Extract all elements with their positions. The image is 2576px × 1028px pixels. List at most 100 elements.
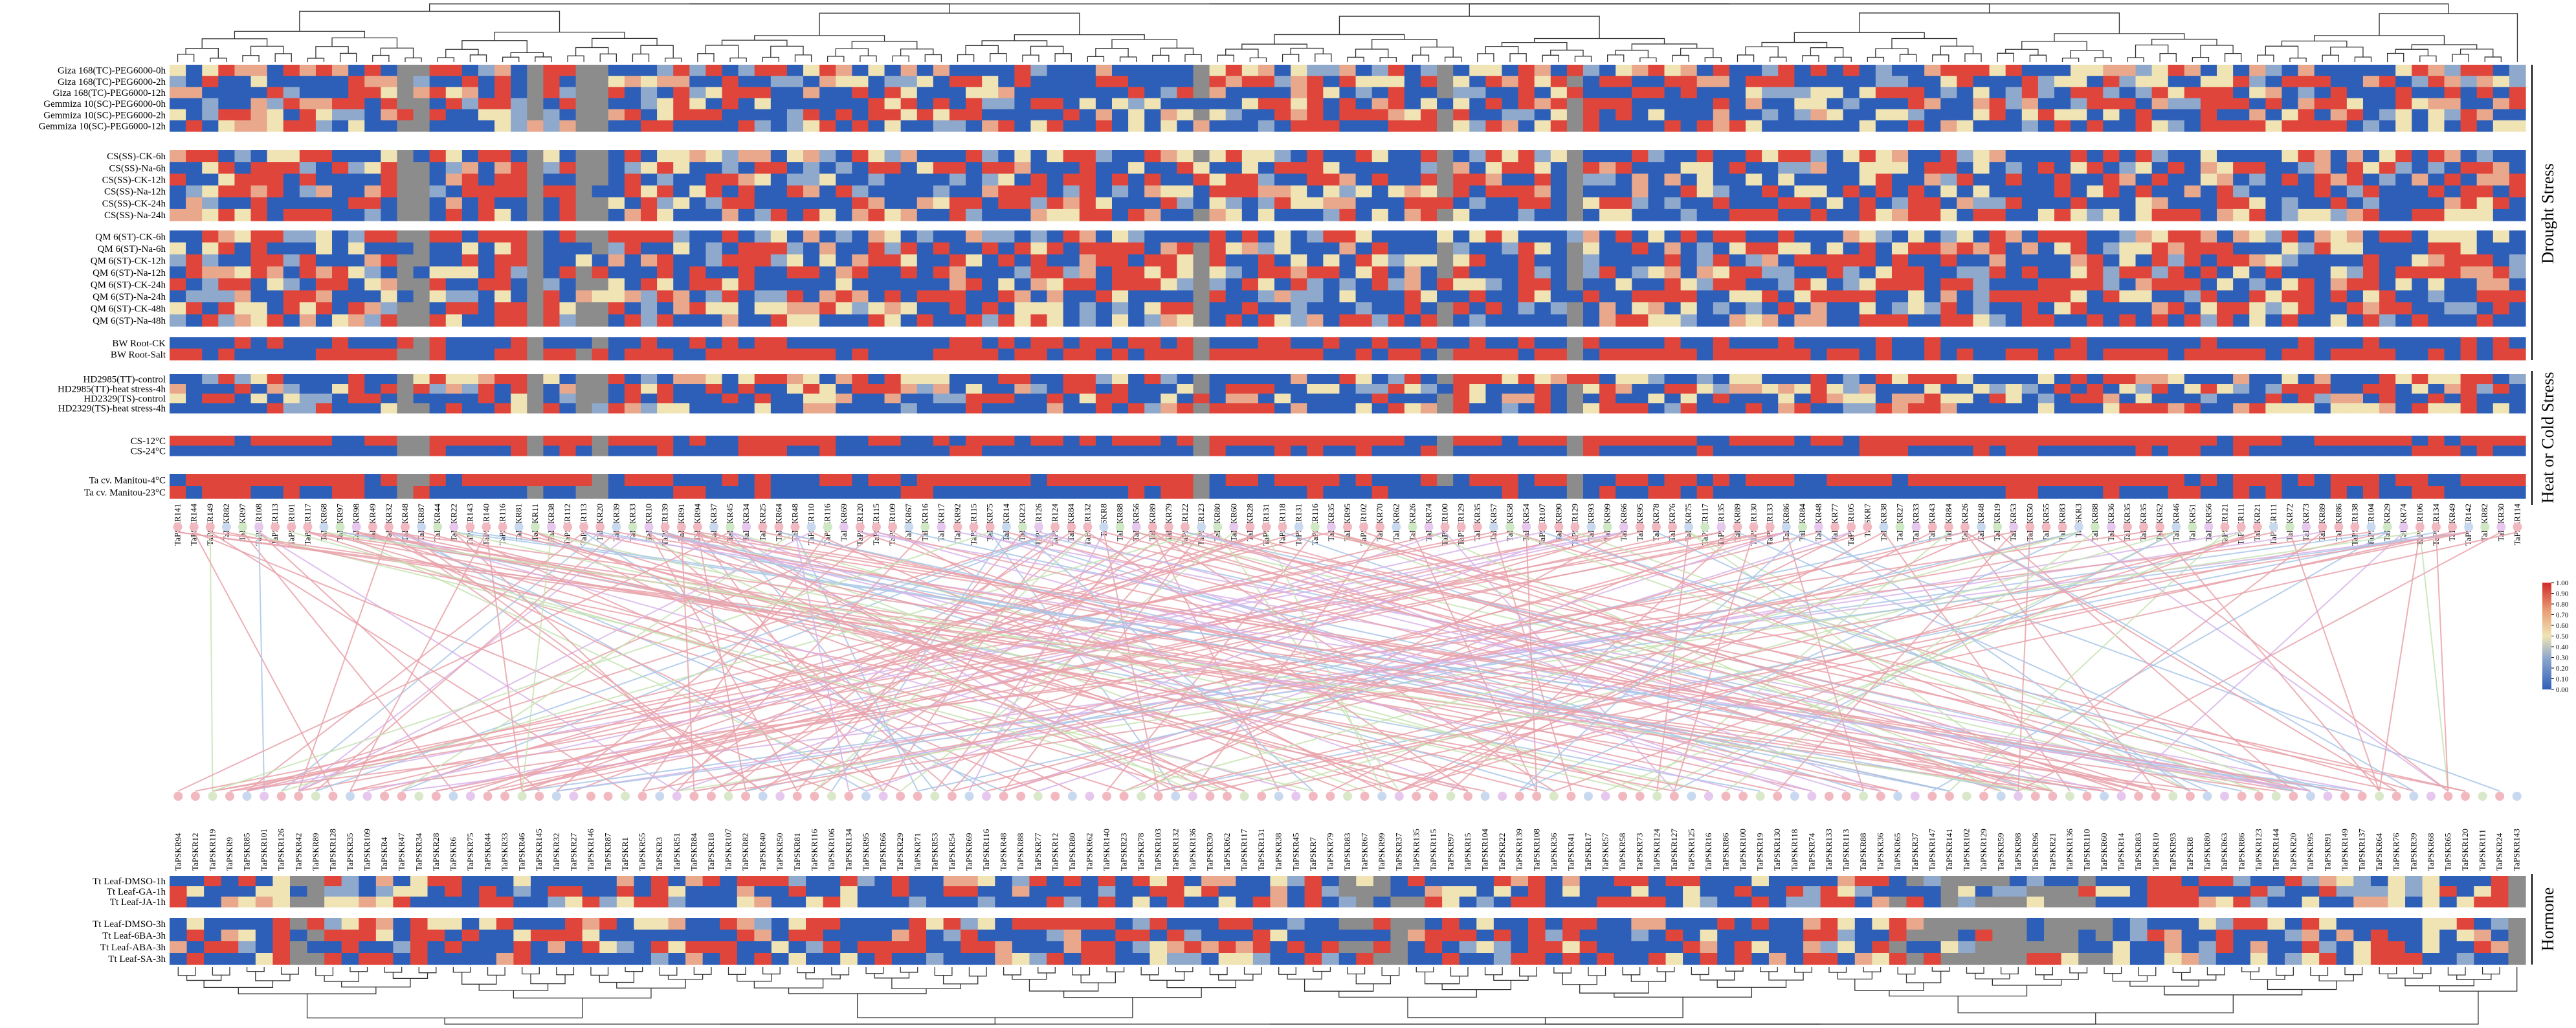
heatmap-cell: [2249, 290, 2266, 303]
heatmap-cell: [1762, 374, 1779, 385]
heatmap-cell: [202, 348, 219, 361]
heatmap-cell: [705, 185, 723, 198]
heatmap-cell: [1583, 208, 1600, 221]
heatmap-cell: [1485, 436, 1503, 447]
heatmap-cell: [2509, 278, 2526, 291]
heatmap-cell: [2249, 278, 2266, 291]
heatmap-cell: [1810, 87, 1828, 99]
heatmap-cell: [1746, 87, 1762, 99]
heatmap-cell: [186, 185, 203, 198]
heatmap-cell: [705, 65, 723, 76]
heatmap-cell: [1518, 278, 1535, 291]
heatmap-cell: [315, 230, 333, 243]
heatmap-cell: [218, 348, 236, 361]
heatmap-cell: [1891, 65, 1909, 76]
heatmap-cell: [2054, 486, 2071, 499]
heatmap-cell: [1307, 254, 1324, 267]
heatmap-cell: [2298, 348, 2315, 361]
heatmap-cell: [770, 254, 788, 267]
heatmap-cell: [641, 337, 658, 350]
heatmap-cell: [803, 290, 820, 303]
heatmap-cell: [900, 474, 918, 487]
heatmap-cell: [494, 314, 511, 327]
heatmap-cell: [1924, 394, 1941, 404]
heatmap-cell: [1875, 242, 1893, 255]
heatmap-cell: [2412, 486, 2428, 499]
heatmap-cell: [705, 242, 723, 255]
heatmap-cell: [283, 266, 300, 279]
heatmap-cell: [1778, 162, 1795, 174]
heatmap-cell: [1209, 290, 1227, 303]
heatmap-cell: [836, 87, 852, 99]
heatmap-cell: [1827, 403, 1844, 414]
heatmap-cell: [2200, 254, 2217, 267]
heatmap-cell: [1193, 173, 1210, 186]
dendrogram-branch: [819, 12, 1080, 36]
heatmap-cell: [527, 230, 544, 243]
heatmap-cell: [1827, 98, 1844, 110]
heatmap-cell: [2460, 197, 2478, 210]
heatmap-cell: [966, 197, 983, 210]
heatmap-cell: [250, 486, 268, 499]
heatmap-cell: [608, 98, 625, 110]
heatmap-cell: [1160, 445, 1178, 456]
heatmap-cell: [2071, 162, 2087, 174]
link-line: [1509, 531, 2414, 792]
heatmap-cell: [1599, 208, 1616, 221]
heatmap-cell: [1924, 173, 1941, 186]
heatmap-cell: [543, 302, 561, 315]
heatmap-cell: [1664, 445, 1682, 456]
heatmap-cell: [2135, 120, 2153, 132]
heatmap-cell: [1485, 394, 1503, 404]
heatmap-cell: [1778, 109, 1795, 121]
heatmap-cell: [2037, 486, 2055, 499]
heatmap-cell: [852, 486, 869, 499]
heatmap-cell: [2509, 173, 2526, 186]
heatmap-cell: [1323, 109, 1340, 121]
heatmap-cell: [250, 173, 268, 186]
heatmap-cell: [2087, 150, 2104, 162]
heatmap-cell: [1095, 150, 1113, 162]
heatmap-cell: [1794, 242, 1812, 255]
heatmap-cell: [1534, 197, 1551, 210]
heatmap-cell: [2200, 208, 2217, 221]
heatmap-cell: [1746, 109, 1762, 121]
heatmap-cell: [543, 242, 561, 255]
heatmap-cell: [1875, 254, 1893, 267]
heatmap-cell: [2314, 65, 2331, 76]
heatmap-cell: [2346, 87, 2364, 99]
heatmap-cell: [966, 230, 983, 243]
heatmap-cell: [1014, 337, 1032, 350]
heatmap-cell: [1241, 150, 1259, 162]
heatmap-cell: [1778, 87, 1795, 99]
heatmap-cell: [1762, 150, 1779, 162]
heatmap-cell: [836, 98, 852, 110]
heatmap-cell: [494, 197, 511, 210]
heatmap-cell: [267, 445, 284, 456]
heatmap-cell: [397, 162, 414, 174]
heatmap-cell: [1355, 98, 1373, 110]
heatmap-cell: [1291, 242, 1307, 255]
heatmap-cell: [592, 290, 609, 303]
heatmap-cell: [348, 474, 365, 487]
heatmap-cell: [527, 314, 544, 327]
heatmap-cell: [1112, 185, 1129, 198]
heatmap-cell: [1274, 254, 1291, 267]
heatmap-cell: [1225, 290, 1243, 303]
heatmap-cell: [1307, 403, 1324, 414]
heatmap-cell: [738, 314, 755, 327]
heatmap-cell: [559, 98, 577, 110]
heatmap-cell: [1437, 65, 1454, 76]
heatmap-cell: [803, 197, 820, 210]
heatmap-cell: [624, 302, 641, 315]
heatmap-cell: [267, 278, 284, 291]
column-marker: [482, 522, 491, 531]
heatmap-cell: [2265, 242, 2283, 255]
heatmap-cell: [1957, 120, 1974, 132]
heatmap-cell: [445, 230, 463, 243]
heatmap-cell: [705, 266, 723, 279]
heatmap-cell: [1209, 150, 1227, 162]
heatmap-cell: [2265, 208, 2283, 221]
heatmap-cell: [1973, 76, 1990, 87]
heatmap-cell: [2330, 230, 2348, 243]
